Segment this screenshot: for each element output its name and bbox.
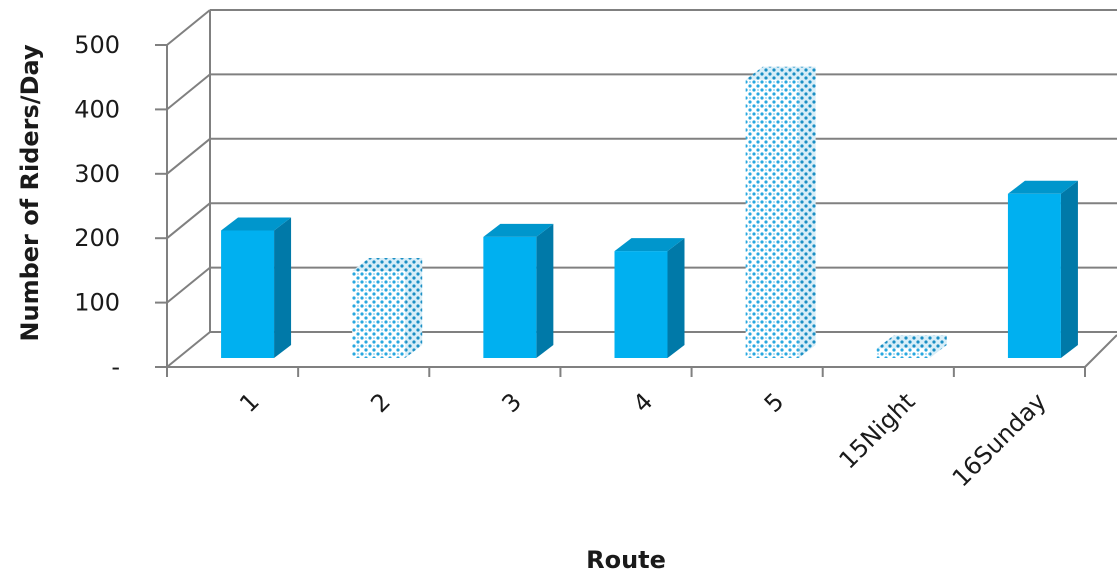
- x-tick-label: 2: [365, 387, 396, 418]
- bar-side: [536, 223, 554, 358]
- bar-top: [1007, 180, 1078, 194]
- y-tick-label: -: [111, 353, 120, 381]
- gridline-side: [166, 138, 211, 175]
- bar: [352, 258, 423, 358]
- x-axis-title: Route: [586, 546, 666, 574]
- bar-top: [352, 258, 423, 272]
- bar-side: [798, 66, 816, 359]
- bar-top: [483, 223, 554, 237]
- bar: [483, 223, 554, 358]
- bar: [221, 217, 292, 358]
- bar-front: [1007, 193, 1061, 358]
- bar: [876, 335, 947, 358]
- y-tick-label: 500: [74, 31, 120, 59]
- bar-top: [745, 66, 816, 80]
- gridline-side: [166, 9, 211, 46]
- gridline-side: [166, 202, 211, 239]
- gridline-side: [166, 73, 211, 111]
- bar: [614, 238, 685, 358]
- x-tick-label: 1: [234, 387, 265, 418]
- tick-labels: - 100 200 300 400 500 1 2 3 4 5 15Night 16Sunday: [74, 31, 1051, 492]
- bar-top: [221, 217, 292, 231]
- x-tick-label: 3: [496, 387, 527, 418]
- bar-front: [483, 236, 537, 358]
- floor-right-edge: [1084, 334, 1117, 368]
- bar: [745, 66, 816, 359]
- y-tick-label: 300: [74, 160, 120, 188]
- bar-front: [876, 348, 930, 358]
- bar-side: [1060, 180, 1078, 358]
- y-tick-label: 400: [74, 95, 120, 123]
- bar-top: [876, 335, 947, 349]
- bar: [1007, 180, 1078, 358]
- x-tick-label: 16Sunday: [947, 387, 1052, 492]
- bar-side: [667, 238, 685, 358]
- bar-front: [614, 251, 668, 358]
- gridline-side: [166, 331, 211, 368]
- bars: [221, 66, 1078, 359]
- axes: [155, 10, 1117, 377]
- gridline-side: [166, 266, 211, 304]
- x-tick-label: 5: [759, 387, 790, 418]
- bar-front: [221, 230, 275, 358]
- bar-top: [614, 238, 685, 252]
- bar-side: [405, 258, 423, 358]
- x-tick-label: 4: [628, 387, 659, 418]
- y-tick-label: 100: [74, 289, 120, 317]
- y-axis-title: Number of Riders/Day: [16, 44, 44, 342]
- bar-front: [745, 79, 799, 359]
- y-tick-label: 200: [74, 224, 120, 252]
- bar-side: [929, 335, 947, 358]
- x-tick-label: 15Night: [834, 387, 921, 474]
- bar-front: [352, 271, 406, 358]
- bar-side: [274, 217, 292, 358]
